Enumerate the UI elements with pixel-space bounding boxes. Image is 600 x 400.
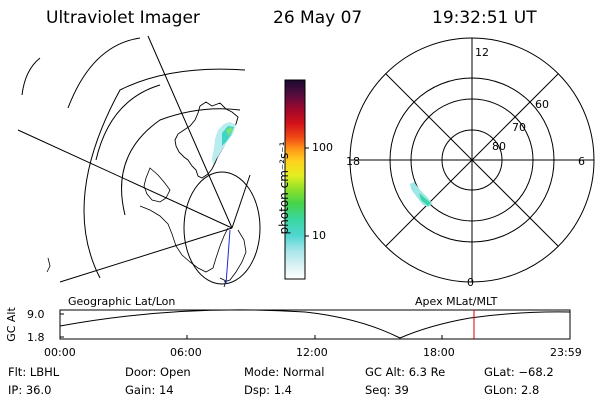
timeline-xtick-label-0: 00:00 [44, 346, 76, 359]
lat-arc-1 [21, 57, 41, 96]
lat-arc-4 [83, 68, 246, 279]
status-glat: GLat: −68.2 [484, 365, 554, 379]
status-key: Door: [125, 365, 157, 379]
status-value: 14 [158, 383, 174, 397]
status-value: 1.4 [273, 383, 292, 397]
timeline-xtick-label-18: 18:00 [423, 346, 455, 359]
coast-fragment-2 [219, 277, 227, 288]
meridian-3 [59, 227, 233, 283]
colorbar-label-10: 10 [312, 229, 326, 242]
status-key: GC Alt: [365, 365, 406, 379]
status-key: Gain: [125, 383, 156, 397]
status-ip: IP: 36.0 [8, 383, 51, 397]
coast-fragment [46, 257, 51, 273]
status-key: GLat: [484, 365, 515, 379]
status-value: Normal [282, 365, 325, 379]
status-gc-alt: GC Alt: 6.3 Re [365, 365, 445, 379]
lat-arc-5 [121, 108, 241, 216]
status-seq: Seq: 39 [365, 383, 409, 397]
lat-label-70: 70 [512, 121, 526, 134]
status-key: GLon: [484, 383, 518, 397]
time-label: 19:32:51 UT [432, 8, 537, 28]
polar-diagonal-2 [385, 73, 559, 247]
timeline-ylabel: GC Alt [4, 307, 18, 342]
geographic-map [17, 35, 261, 288]
island-coast-1 [143, 167, 171, 203]
colorbar-label-100: 100 [312, 141, 333, 154]
mlt-label-12: 12 [475, 46, 489, 59]
lat-arc-2 [67, 37, 141, 109]
status-key: Seq: [365, 383, 391, 397]
status-dsp: Dsp: 1.4 [244, 383, 292, 397]
left-map-label: Geographic Lat/Lon [68, 295, 176, 308]
timeline-ytick-label-1.8: 1.8 [27, 331, 45, 344]
meridian-2 [147, 35, 233, 229]
status-key: Mode: [244, 365, 280, 379]
mlt-label-18: 18 [346, 155, 360, 168]
lat-label-80: 80 [492, 140, 506, 153]
status-mode: Mode: Normal [244, 365, 324, 379]
timeline-frame [59, 309, 571, 340]
right-map-label: Apex MLat/MLT [415, 295, 498, 308]
mainland-coast [139, 205, 229, 273]
east-coast [223, 229, 247, 283]
mlt-label-0: 0 [467, 276, 474, 289]
status-door: Door: Open [125, 365, 191, 379]
status-gain: Gain: 14 [125, 383, 174, 397]
polar-aurora [410, 182, 432, 207]
greenland-coast [174, 101, 239, 179]
status-value: LBHL [29, 365, 60, 379]
map-aurora [212, 122, 236, 165]
status-key: Flt: [8, 365, 27, 379]
meridian-4 [231, 174, 251, 229]
status-glon: GLon: 2.8 [484, 383, 539, 397]
altitude-curve [59, 309, 571, 339]
lat-arc-3 [95, 84, 161, 161]
mlt-label-6: 6 [578, 155, 585, 168]
status-value: 2.8 [520, 383, 540, 397]
status-key: Dsp: [244, 383, 271, 397]
timeline-xtick-label-end: 23:59 [550, 346, 582, 359]
instrument-title: Ultraviolet Imager [46, 8, 200, 28]
timeline-xtick-label-12: 12:00 [296, 346, 328, 359]
polar-plot [349, 37, 595, 283]
status-value: −68.2 [518, 365, 554, 379]
status-value: 6.3 Re [408, 365, 446, 379]
colorbar-unit-label: photon cm⁻²s⁻¹ [277, 141, 291, 235]
date-label: 26 May 07 [273, 8, 363, 28]
satellite-track [225, 229, 231, 285]
color-bar [284, 79, 306, 280]
meridian-1 [17, 129, 233, 229]
status-flt: Flt: LBHL [8, 365, 59, 379]
status-value: 39 [394, 383, 409, 397]
status-key: IP: [8, 383, 23, 397]
timeline-xtick-label-6: 06:00 [170, 346, 202, 359]
polar-cap-circle [183, 171, 261, 285]
status-value: Open [159, 365, 191, 379]
lat-label-60: 60 [535, 98, 549, 111]
timeline-ytick-label-9: 9.0 [27, 308, 45, 321]
status-value: 36.0 [25, 383, 52, 397]
